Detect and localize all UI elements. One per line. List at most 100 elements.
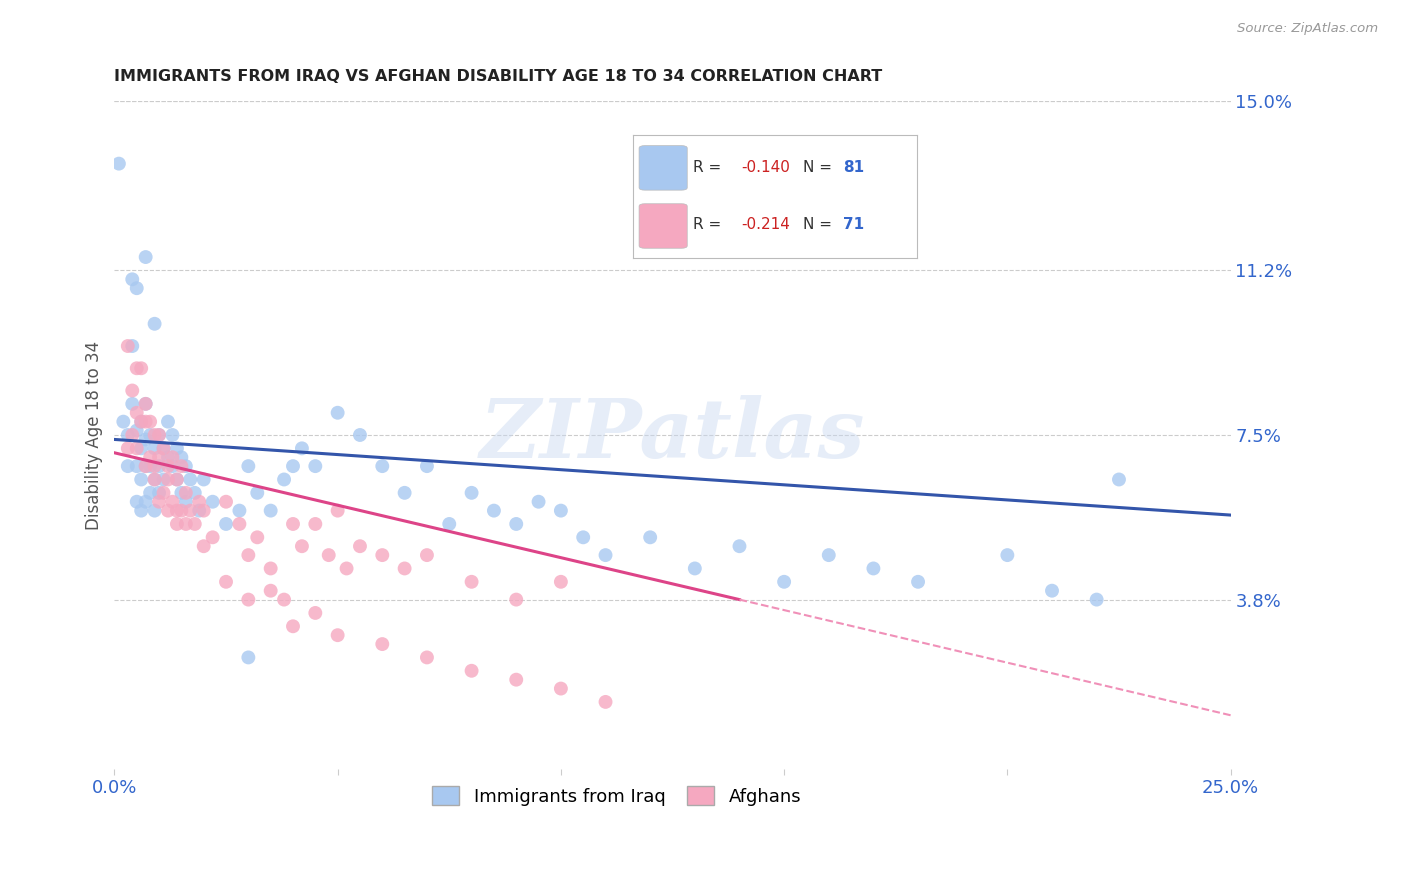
Point [215, 574, 238, 589]
Point [460, 485, 482, 500]
Point [862, 561, 884, 575]
Legend: Immigrants from Iraq, Afghans: Immigrants from Iraq, Afghans [425, 780, 808, 813]
Point [304, 606, 326, 620]
Point [125, 281, 148, 295]
FancyBboxPatch shape [640, 145, 688, 190]
Point [246, 530, 269, 544]
Point [291, 539, 314, 553]
Text: R =: R = [693, 161, 725, 176]
Point [326, 628, 349, 642]
Point [460, 664, 482, 678]
Point [304, 459, 326, 474]
Point [273, 473, 295, 487]
Point [170, 503, 193, 517]
Point [135, 494, 157, 508]
Point [193, 473, 215, 487]
Point [143, 317, 166, 331]
Point [117, 442, 139, 456]
Text: 81: 81 [844, 161, 865, 176]
Point [505, 592, 527, 607]
Point [260, 561, 283, 575]
Point [143, 428, 166, 442]
Point [201, 494, 224, 508]
Point [121, 384, 143, 398]
Point [281, 516, 304, 531]
Point [148, 428, 170, 442]
Point [166, 473, 188, 487]
Point [129, 473, 152, 487]
Point [174, 516, 197, 531]
Point [318, 548, 340, 562]
Point [117, 428, 139, 442]
Point [1085, 592, 1108, 607]
Point [166, 473, 188, 487]
Point [166, 442, 188, 456]
Point [148, 428, 170, 442]
Point [273, 592, 295, 607]
Point [184, 516, 207, 531]
Point [439, 516, 461, 531]
Text: R =: R = [693, 218, 725, 232]
Point [326, 406, 349, 420]
Text: Source: ZipAtlas.com: Source: ZipAtlas.com [1237, 22, 1378, 36]
Point [139, 428, 162, 442]
Point [817, 548, 839, 562]
Point [139, 450, 162, 465]
Point [371, 548, 394, 562]
Point [148, 459, 170, 474]
Point [193, 503, 215, 517]
Point [135, 397, 157, 411]
Point [148, 494, 170, 508]
Point [108, 156, 131, 170]
Point [125, 424, 148, 438]
Point [152, 485, 174, 500]
Point [215, 494, 238, 508]
Point [117, 339, 139, 353]
Text: -0.140: -0.140 [741, 161, 790, 176]
Point [349, 428, 371, 442]
Point [170, 459, 193, 474]
Point [143, 473, 166, 487]
Point [201, 530, 224, 544]
Point [683, 561, 706, 575]
Text: IMMIGRANTS FROM IRAQ VS AFGHAN DISABILITY AGE 18 TO 34 CORRELATION CHART: IMMIGRANTS FROM IRAQ VS AFGHAN DISABILIT… [114, 69, 883, 84]
Point [773, 574, 796, 589]
Point [460, 574, 482, 589]
Point [125, 361, 148, 376]
Point [728, 539, 751, 553]
Point [170, 450, 193, 465]
Point [238, 548, 260, 562]
Text: -0.214: -0.214 [741, 218, 790, 232]
Point [121, 272, 143, 286]
Point [394, 485, 416, 500]
Point [152, 442, 174, 456]
Point [1108, 473, 1130, 487]
Point [129, 415, 152, 429]
Point [281, 459, 304, 474]
Point [125, 459, 148, 474]
Point [260, 583, 283, 598]
Point [139, 415, 162, 429]
Point [238, 650, 260, 665]
Point [238, 459, 260, 474]
Point [143, 473, 166, 487]
Point [184, 485, 207, 500]
Point [416, 650, 439, 665]
Y-axis label: Disability Age 18 to 34: Disability Age 18 to 34 [86, 341, 103, 530]
Point [291, 442, 314, 456]
Point [505, 673, 527, 687]
Point [143, 442, 166, 456]
Point [179, 473, 201, 487]
FancyBboxPatch shape [640, 203, 688, 248]
Point [166, 503, 188, 517]
Point [907, 574, 929, 589]
Point [129, 361, 152, 376]
Point [139, 485, 162, 500]
Point [152, 442, 174, 456]
Point [193, 539, 215, 553]
Point [188, 503, 211, 517]
Point [162, 459, 184, 474]
Point [125, 442, 148, 456]
Point [215, 516, 238, 531]
Point [156, 450, 179, 465]
